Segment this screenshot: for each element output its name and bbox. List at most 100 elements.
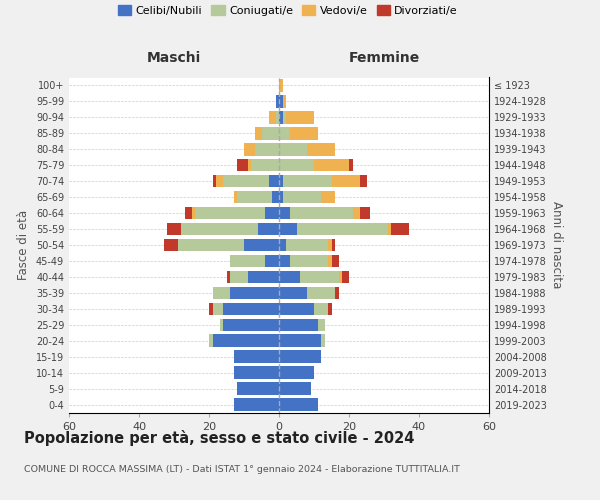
- Bar: [233, 350, 279, 363]
- Bar: [275, 111, 279, 124]
- Bar: [230, 270, 248, 283]
- Bar: [349, 159, 353, 172]
- Bar: [195, 207, 265, 220]
- Bar: [279, 398, 317, 410]
- Bar: [279, 254, 290, 267]
- Bar: [283, 191, 321, 203]
- Bar: [272, 191, 279, 203]
- Bar: [265, 254, 279, 267]
- Bar: [296, 223, 388, 235]
- Bar: [223, 318, 279, 331]
- Bar: [258, 223, 279, 235]
- Text: Maschi: Maschi: [147, 50, 201, 64]
- Bar: [223, 302, 279, 315]
- Bar: [230, 254, 265, 267]
- Bar: [331, 239, 335, 251]
- Bar: [279, 95, 283, 108]
- Bar: [353, 207, 359, 220]
- Bar: [244, 239, 279, 251]
- Bar: [279, 223, 296, 235]
- Bar: [283, 95, 286, 108]
- Bar: [244, 143, 254, 156]
- Bar: [391, 223, 409, 235]
- Bar: [279, 207, 290, 220]
- Bar: [279, 318, 317, 331]
- Bar: [279, 302, 314, 315]
- Bar: [331, 254, 338, 267]
- Bar: [359, 175, 367, 188]
- Y-axis label: Fasce di età: Fasce di età: [17, 210, 30, 280]
- Bar: [279, 286, 307, 299]
- Bar: [279, 334, 321, 347]
- Bar: [223, 175, 269, 188]
- Bar: [233, 398, 279, 410]
- Bar: [388, 223, 391, 235]
- Bar: [279, 191, 283, 203]
- Bar: [328, 302, 331, 315]
- Bar: [216, 175, 223, 188]
- Bar: [279, 127, 290, 140]
- Bar: [262, 127, 279, 140]
- Bar: [300, 270, 338, 283]
- Bar: [279, 350, 321, 363]
- Bar: [290, 254, 328, 267]
- Text: Femmine: Femmine: [349, 50, 419, 64]
- Bar: [269, 175, 279, 188]
- Bar: [275, 95, 279, 108]
- Bar: [251, 159, 279, 172]
- Bar: [307, 143, 335, 156]
- Bar: [279, 143, 307, 156]
- Bar: [286, 239, 328, 251]
- Bar: [328, 239, 331, 251]
- Bar: [331, 175, 359, 188]
- Bar: [321, 191, 335, 203]
- Bar: [359, 207, 370, 220]
- Bar: [230, 286, 279, 299]
- Bar: [328, 254, 331, 267]
- Bar: [290, 207, 353, 220]
- Bar: [254, 127, 262, 140]
- Bar: [317, 318, 325, 331]
- Bar: [335, 286, 338, 299]
- Bar: [338, 270, 342, 283]
- Bar: [283, 111, 286, 124]
- Bar: [248, 270, 279, 283]
- Bar: [227, 270, 230, 283]
- Bar: [185, 207, 191, 220]
- Bar: [342, 270, 349, 283]
- Y-axis label: Anni di nascita: Anni di nascita: [550, 202, 563, 288]
- Bar: [233, 191, 237, 203]
- Bar: [290, 127, 317, 140]
- Bar: [279, 111, 283, 124]
- Bar: [279, 239, 286, 251]
- Bar: [286, 111, 314, 124]
- Bar: [212, 286, 230, 299]
- Bar: [279, 175, 283, 188]
- Bar: [209, 302, 212, 315]
- Bar: [279, 382, 311, 395]
- Bar: [279, 159, 314, 172]
- Bar: [314, 159, 349, 172]
- Bar: [265, 207, 279, 220]
- Text: Popolazione per età, sesso e stato civile - 2024: Popolazione per età, sesso e stato civil…: [24, 430, 415, 446]
- Bar: [269, 111, 275, 124]
- Bar: [181, 223, 258, 235]
- Bar: [279, 366, 314, 379]
- Bar: [283, 175, 331, 188]
- Bar: [212, 175, 216, 188]
- Bar: [248, 159, 251, 172]
- Bar: [212, 334, 279, 347]
- Bar: [163, 239, 178, 251]
- Bar: [321, 334, 325, 347]
- Bar: [233, 366, 279, 379]
- Bar: [254, 143, 279, 156]
- Bar: [212, 302, 223, 315]
- Bar: [167, 223, 181, 235]
- Bar: [209, 334, 212, 347]
- Bar: [237, 159, 248, 172]
- Bar: [220, 318, 223, 331]
- Bar: [237, 382, 279, 395]
- Bar: [279, 80, 283, 92]
- Bar: [279, 270, 300, 283]
- Text: COMUNE DI ROCCA MASSIMA (LT) - Dati ISTAT 1° gennaio 2024 - Elaborazione TUTTITA: COMUNE DI ROCCA MASSIMA (LT) - Dati ISTA…: [24, 465, 460, 474]
